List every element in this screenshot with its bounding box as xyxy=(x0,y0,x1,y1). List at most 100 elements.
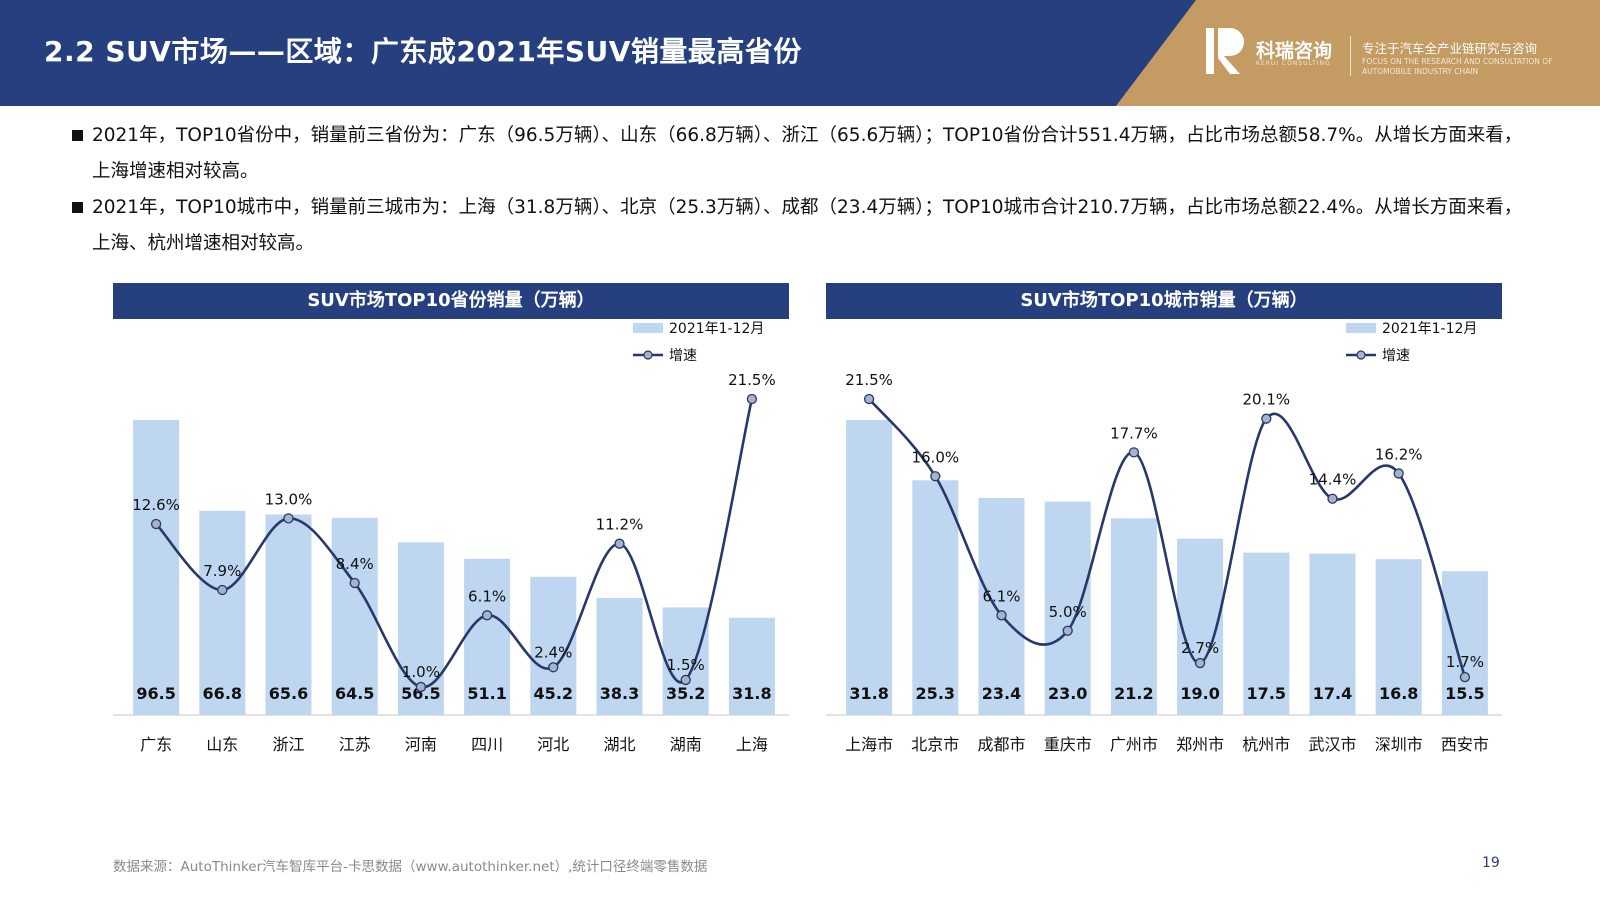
growth-point-5 xyxy=(1128,447,1140,458)
category-label-5: 广州市 xyxy=(1110,735,1158,754)
category-label-9: 湖南 xyxy=(670,735,702,754)
bar-6 xyxy=(464,558,511,715)
bar-value-label-4: 64.5 xyxy=(335,684,374,703)
legend-line-marker xyxy=(643,350,653,360)
growth-label-10: 21.5% xyxy=(728,371,776,389)
kerui-logo-icon xyxy=(1206,28,1244,74)
bar-value-label-9: 35.2 xyxy=(666,684,705,703)
bar-9 xyxy=(662,607,709,715)
growth-label-4: 8.4% xyxy=(336,555,374,573)
logo-name: 科瑞咨询 xyxy=(1256,40,1333,62)
growth-point-2 xyxy=(217,584,228,596)
bar-value-label-1: 96.5 xyxy=(136,684,175,703)
city-chart-panel: SUV市场TOP10城市销量（万辆） 2021年1-12月 增速 31.8 上海市 21… xyxy=(826,283,1502,773)
legend-bar-label: 2021年1-12月 xyxy=(669,321,764,337)
growth-label-10: 1.7% xyxy=(1446,653,1484,671)
bar-value-label-7: 17.5 xyxy=(1247,684,1286,703)
category-label-1: 广东 xyxy=(140,735,172,754)
bar-3 xyxy=(978,497,1025,715)
bar-value-label-8: 17.4 xyxy=(1313,684,1352,703)
growth-line xyxy=(868,398,1467,678)
category-label-2: 山东 xyxy=(206,735,238,754)
bar-10 xyxy=(728,617,775,715)
growth-label-4: 5.0% xyxy=(1049,603,1087,621)
growth-label-8: 11.2% xyxy=(596,516,644,534)
bar-1 xyxy=(133,420,180,715)
growth-point-9 xyxy=(680,674,691,686)
page-title: 2.2 SUV市场——区域：广东成2021年SUV销量最高省份 xyxy=(44,35,802,68)
bar-4 xyxy=(1044,501,1091,715)
category-label-7: 杭州市 xyxy=(1242,735,1290,754)
growth-label-3: 6.1% xyxy=(982,587,1020,605)
bar-3 xyxy=(265,514,312,715)
growth-label-1: 21.5% xyxy=(845,371,893,389)
legend-bar-label: 2021年1-12月 xyxy=(1382,321,1477,337)
growth-point-3 xyxy=(283,513,294,524)
logo-divider xyxy=(1350,36,1351,76)
bar-5 xyxy=(1110,518,1157,715)
bar-2 xyxy=(199,510,246,715)
page-number: 19 xyxy=(1482,855,1500,871)
legend-line-marker xyxy=(1356,350,1366,360)
bar-value-label-2: 25.3 xyxy=(916,684,955,703)
bar-value-label-9: 16.8 xyxy=(1379,684,1418,703)
bar-value-label-8: 38.3 xyxy=(600,684,639,703)
growth-label-8: 14.4% xyxy=(1309,471,1357,489)
growth-label-3: 13.0% xyxy=(265,490,313,508)
bar-9 xyxy=(1375,559,1422,715)
growth-point-8 xyxy=(1327,493,1338,504)
bar-8 xyxy=(1309,553,1356,715)
summary-bullets: 2021年，TOP10省份中，销量前三省份为：广东（96.5万辆）、山东（66.… xyxy=(70,118,1540,262)
bar-2 xyxy=(912,480,959,715)
growth-label-2: 16.0% xyxy=(911,448,959,466)
growth-label-9: 16.2% xyxy=(1375,445,1423,463)
growth-point-2 xyxy=(930,471,941,482)
growth-label-7: 20.1% xyxy=(1242,391,1290,409)
bar-value-label-4: 23.0 xyxy=(1048,684,1087,703)
bar-7 xyxy=(1243,552,1290,715)
growth-label-9: 1.5% xyxy=(667,656,705,674)
bullet-provinces: 2021年，TOP10省份中，销量前三省份为：广东（96.5万辆）、山东（66.… xyxy=(70,118,1540,190)
bar-value-label-1: 31.8 xyxy=(849,684,888,703)
bar-value-label-2: 66.8 xyxy=(203,684,242,703)
category-label-10: 西安市 xyxy=(1441,735,1489,754)
bullet-cities: 2021年，TOP10城市中，销量前三城市为：上海（31.8万辆）、北京（25.… xyxy=(70,190,1540,262)
category-label-6: 四川 xyxy=(471,735,503,754)
growth-point-3 xyxy=(996,610,1007,621)
growth-label-6: 6.1% xyxy=(468,587,506,605)
bar-value-label-3: 65.6 xyxy=(269,684,308,703)
bar-value-label-10: 31.8 xyxy=(732,684,771,703)
growth-line xyxy=(155,398,754,689)
legend-bar-swatch xyxy=(633,323,663,333)
legend-bar-swatch xyxy=(1346,323,1376,333)
category-label-10: 上海 xyxy=(736,735,768,754)
growth-label-6: 2.7% xyxy=(1181,639,1219,657)
growth-point-8 xyxy=(614,538,625,549)
category-label-6: 郑州市 xyxy=(1176,735,1224,754)
growth-point-4 xyxy=(349,577,360,589)
province-chart-title: SUV市场TOP10省份销量（万辆） xyxy=(113,283,789,319)
legend-line-label: 增速 xyxy=(669,348,697,364)
category-label-2: 北京市 xyxy=(911,735,959,754)
category-label-8: 武汉市 xyxy=(1308,735,1356,754)
growth-point-10 xyxy=(746,393,758,405)
bar-10 xyxy=(1441,571,1488,715)
header-gold-band xyxy=(1116,0,1600,106)
category-label-8: 湖北 xyxy=(603,735,635,754)
growth-point-6 xyxy=(481,610,493,621)
bar-value-label-6: 19.0 xyxy=(1180,684,1219,703)
growth-point-10 xyxy=(1459,671,1471,683)
category-label-7: 河北 xyxy=(537,735,569,754)
header-banner: 2.2 SUV市场——区域：广东成2021年SUV销量最高省份 科瑞咨询 KER… xyxy=(0,0,1600,106)
legend-line-label: 增速 xyxy=(1382,348,1410,364)
bar-4 xyxy=(331,517,378,715)
bar-value-label-7: 45.2 xyxy=(534,684,573,703)
bar-value-label-6: 51.1 xyxy=(467,684,506,703)
category-label-4: 重庆市 xyxy=(1044,735,1092,754)
category-label-1: 上海市 xyxy=(845,735,893,754)
slogan-cn: 专注于汽车全产业链研究与咨询 xyxy=(1362,41,1538,56)
category-label-3: 浙江 xyxy=(272,735,304,754)
category-label-5: 河南 xyxy=(405,735,437,754)
